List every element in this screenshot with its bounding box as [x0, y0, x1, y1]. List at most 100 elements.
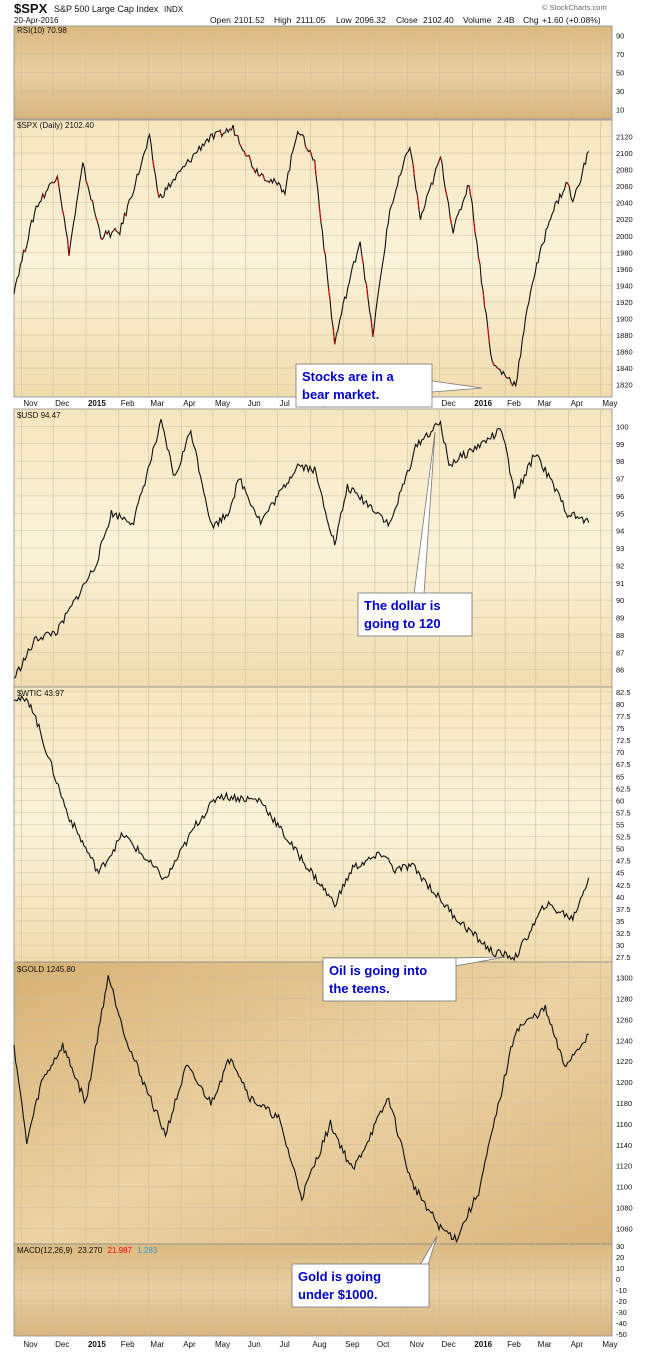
- y-tick-label: 52.5: [616, 833, 631, 842]
- x-tick-label: 2015: [88, 399, 106, 408]
- annotation-oil-line2: the teens.: [329, 981, 390, 996]
- annotation-stocks-line1: Stocks are in a: [302, 369, 395, 384]
- y-tick-label: 2000: [616, 232, 633, 241]
- y-tick-label: 1880: [616, 331, 633, 340]
- x-tick-label: Jun: [248, 399, 261, 408]
- y-tick-label: 30: [616, 87, 624, 96]
- y-tick-label: 87: [616, 648, 624, 657]
- open-value: 2101.52: [234, 15, 265, 25]
- volume-label: Volume: [463, 15, 492, 25]
- y-tick-label: 30: [616, 1242, 624, 1251]
- annotation-oil-line1: Oil is going into: [329, 963, 427, 978]
- y-tick-label: 20: [616, 1253, 624, 1262]
- x-tick-label: Oct: [377, 1340, 390, 1349]
- low-value: 2096.32: [355, 15, 386, 25]
- high-value: 2111.05: [296, 15, 326, 25]
- x-tick-label: Apr: [183, 399, 196, 408]
- x-tick-label: Mar: [538, 1340, 552, 1349]
- x-tick-label: May: [215, 399, 230, 408]
- usd-label: $USD 94.47: [17, 411, 61, 420]
- y-tick-label: 1220: [616, 1057, 633, 1066]
- x-tick-label: Apr: [571, 1340, 584, 1349]
- y-tick-label: -50: [616, 1330, 627, 1339]
- x-tick-label: May: [215, 1340, 230, 1349]
- y-tick-label: 93: [616, 544, 624, 553]
- x-tick-label: Jul: [280, 1340, 290, 1349]
- y-tick-label: 88: [616, 631, 624, 640]
- gold-label: $GOLD 1245.80: [17, 965, 76, 974]
- y-tick-label: 99: [616, 440, 624, 449]
- annotation-dollar-line2: going to 120: [364, 616, 441, 631]
- y-tick-label: 89: [616, 614, 624, 623]
- y-tick-label: 1280: [616, 995, 633, 1004]
- y-tick-label: 2120: [616, 133, 633, 142]
- y-tick-label: 96: [616, 492, 624, 501]
- x-tick-label: Mar: [150, 399, 164, 408]
- y-tick-label: 77.5: [616, 712, 631, 721]
- y-tick-label: 50: [616, 845, 624, 854]
- y-tick-label: 1820: [616, 381, 633, 390]
- x-tick-label: 2016: [474, 399, 492, 408]
- y-tick-label: 40: [616, 893, 624, 902]
- y-tick-label: 2020: [616, 215, 633, 224]
- x-tick-label: Apr: [571, 399, 584, 408]
- y-tick-label: 2060: [616, 182, 633, 191]
- y-tick-label: 2100: [616, 149, 633, 158]
- high-label: High: [274, 15, 292, 25]
- y-tick-label: 32.5: [616, 929, 631, 938]
- open-label: Open: [210, 15, 231, 25]
- x-tick-label: May: [602, 1340, 617, 1349]
- y-tick-label: 47.5: [616, 857, 631, 866]
- y-tick-label: 1900: [616, 314, 633, 323]
- y-tick-label: 92: [616, 561, 624, 570]
- spx-panel: [14, 120, 612, 397]
- header-date: 20-Apr-2016: [14, 16, 59, 25]
- low-label: Low: [336, 15, 352, 25]
- x-tick-label: May: [602, 399, 617, 408]
- header-name: S&P 500 Large Cap Index: [54, 4, 159, 14]
- y-tick-label: 94: [616, 527, 624, 536]
- y-tick-label: 70: [616, 50, 624, 59]
- y-tick-label: 50: [616, 69, 624, 78]
- x-tick-label: Dec: [441, 1340, 455, 1349]
- y-tick-label: 2080: [616, 166, 633, 175]
- y-tick-label: -40: [616, 1319, 627, 1328]
- y-tick-label: 98: [616, 457, 624, 466]
- y-tick-label: 90: [616, 31, 624, 40]
- y-tick-label: 1260: [616, 1015, 633, 1024]
- y-tick-label: 67.5: [616, 760, 631, 769]
- x-tick-label: Feb: [121, 1340, 135, 1349]
- y-tick-label: 65: [616, 772, 624, 781]
- y-tick-label: 0: [616, 1275, 620, 1284]
- macd-label: MACD(12,26,9) 23.270 21.987 1.283: [17, 1246, 158, 1255]
- y-tick-label: 57.5: [616, 808, 631, 817]
- x-tick-label: Feb: [507, 1340, 521, 1349]
- x-tick-label: Jul: [280, 399, 290, 408]
- y-tick-label: 10: [616, 1264, 624, 1273]
- y-tick-label: 86: [616, 666, 624, 675]
- y-tick-label: 1140: [616, 1141, 632, 1150]
- y-tick-label: 90: [616, 596, 624, 605]
- x-tick-label: Jun: [248, 1340, 261, 1349]
- chart-header: $SPX S&P 500 Large Cap Index INDX © Stoc…: [14, 1, 607, 25]
- header-symbol: $SPX: [14, 1, 48, 16]
- x-tick-label: Nov: [23, 399, 37, 408]
- x-tick-label: Feb: [121, 399, 135, 408]
- x-tick-label: 2016: [474, 1340, 492, 1349]
- y-tick-label: 60: [616, 796, 624, 805]
- y-tick-label: 72.5: [616, 736, 631, 745]
- annotation-gold-line1: Gold is going: [298, 1269, 381, 1284]
- y-tick-label: 1120: [616, 1162, 632, 1171]
- chg-value: +1.60 (+0.08%): [542, 15, 601, 25]
- y-tick-label: 95: [616, 509, 624, 518]
- close-label: Close: [396, 15, 418, 25]
- x-tick-label: Feb: [507, 399, 521, 408]
- y-tick-label: 75: [616, 724, 624, 733]
- close-value: 2102.40: [423, 15, 454, 25]
- y-tick-label: 1100: [616, 1183, 632, 1192]
- x-tick-label: Apr: [183, 1340, 196, 1349]
- annotation-gold-line2: under $1000.: [298, 1287, 378, 1302]
- x-tick-label: Sep: [345, 1340, 360, 1349]
